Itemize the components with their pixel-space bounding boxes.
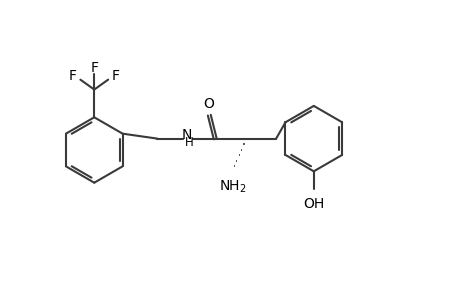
Text: F: F bbox=[112, 69, 120, 83]
Text: NH$_2$: NH$_2$ bbox=[218, 178, 246, 195]
Text: N: N bbox=[181, 128, 192, 142]
Text: F: F bbox=[68, 69, 76, 83]
Text: H: H bbox=[184, 136, 193, 149]
Text: O: O bbox=[203, 97, 214, 111]
Text: OH: OH bbox=[302, 197, 324, 211]
Text: F: F bbox=[90, 61, 98, 75]
